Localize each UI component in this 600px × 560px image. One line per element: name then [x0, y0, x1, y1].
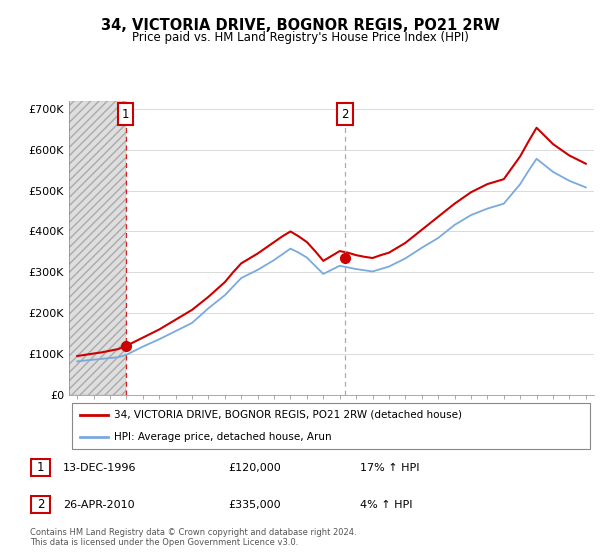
Text: 2: 2 — [37, 498, 44, 511]
Text: 1: 1 — [122, 108, 130, 120]
FancyBboxPatch shape — [31, 496, 50, 513]
Text: 13-DEC-1996: 13-DEC-1996 — [63, 463, 137, 473]
Text: Contains HM Land Registry data © Crown copyright and database right 2024.
This d: Contains HM Land Registry data © Crown c… — [30, 528, 356, 547]
Text: £120,000: £120,000 — [228, 463, 281, 473]
Text: £335,000: £335,000 — [228, 500, 281, 510]
Text: 17% ↑ HPI: 17% ↑ HPI — [360, 463, 419, 473]
Text: 26-APR-2010: 26-APR-2010 — [63, 500, 134, 510]
Text: 34, VICTORIA DRIVE, BOGNOR REGIS, PO21 2RW: 34, VICTORIA DRIVE, BOGNOR REGIS, PO21 2… — [101, 18, 499, 33]
Text: 34, VICTORIA DRIVE, BOGNOR REGIS, PO21 2RW (detached house): 34, VICTORIA DRIVE, BOGNOR REGIS, PO21 2… — [113, 410, 461, 420]
Text: Price paid vs. HM Land Registry's House Price Index (HPI): Price paid vs. HM Land Registry's House … — [131, 31, 469, 44]
Bar — [69, 101, 125, 395]
FancyBboxPatch shape — [71, 404, 590, 449]
Text: HPI: Average price, detached house, Arun: HPI: Average price, detached house, Arun — [113, 432, 331, 442]
Text: 4% ↑ HPI: 4% ↑ HPI — [360, 500, 413, 510]
Text: 2: 2 — [341, 108, 349, 120]
Text: 1: 1 — [37, 461, 44, 474]
FancyBboxPatch shape — [31, 459, 50, 476]
